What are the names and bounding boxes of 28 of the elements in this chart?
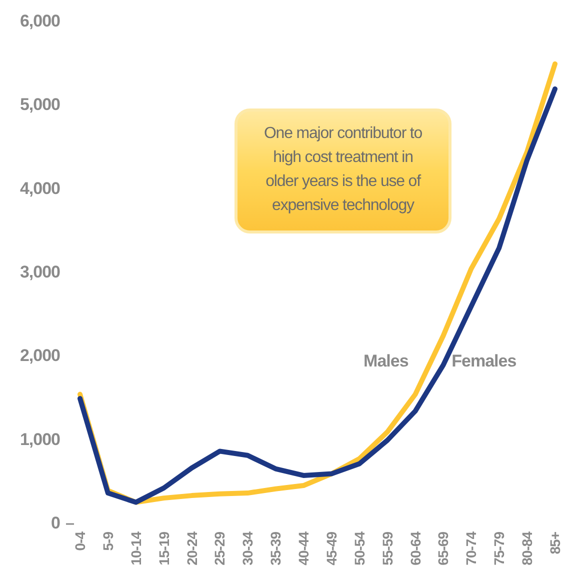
y-tick-label: 6,000 [20, 11, 60, 30]
x-tick-label: 30-34 [240, 531, 256, 566]
x-tick-label: 60-64 [407, 531, 424, 566]
y-tick-label: 0 [51, 513, 60, 532]
series-label: Females [452, 352, 516, 371]
annotation: One major contributor to high cost treatment in older years is the use of expensive technology [264, 125, 423, 214]
x-tick-label: 25-29 [212, 531, 228, 566]
y-tick-label: 3,000 [20, 262, 60, 282]
y-tick-label: 2,000 [20, 346, 60, 366]
y-tick-label: 4,000 [20, 178, 60, 198]
y-tick-label: 1,000 [20, 430, 60, 449]
x-tick-label: 85+ [547, 532, 561, 554]
x-tick-label: 20-24 [184, 531, 200, 566]
x-tick-label: 50-54 [351, 531, 368, 566]
x-tick-label: 15-19 [156, 531, 172, 566]
x-tick-label: 40-44 [296, 531, 312, 566]
x-tick-label: 80-84 [519, 531, 536, 566]
x-tick-label: 75-79 [491, 531, 508, 566]
x-tick-label: 45-49 [323, 531, 340, 566]
x-tick-label: 35-39 [268, 531, 284, 566]
x-tick-label: 5-9 [100, 531, 116, 551]
x-tick-label: 70-74 [463, 531, 480, 566]
x-tick-label: 10-14 [128, 531, 144, 566]
x-tick-label: 65-69 [435, 531, 452, 566]
series-label: Males [364, 352, 408, 371]
x-tick-label: 55-59 [379, 531, 396, 566]
x-tick-label: 0-4 [72, 531, 88, 551]
y-tick-label: 5,000 [20, 95, 60, 114]
